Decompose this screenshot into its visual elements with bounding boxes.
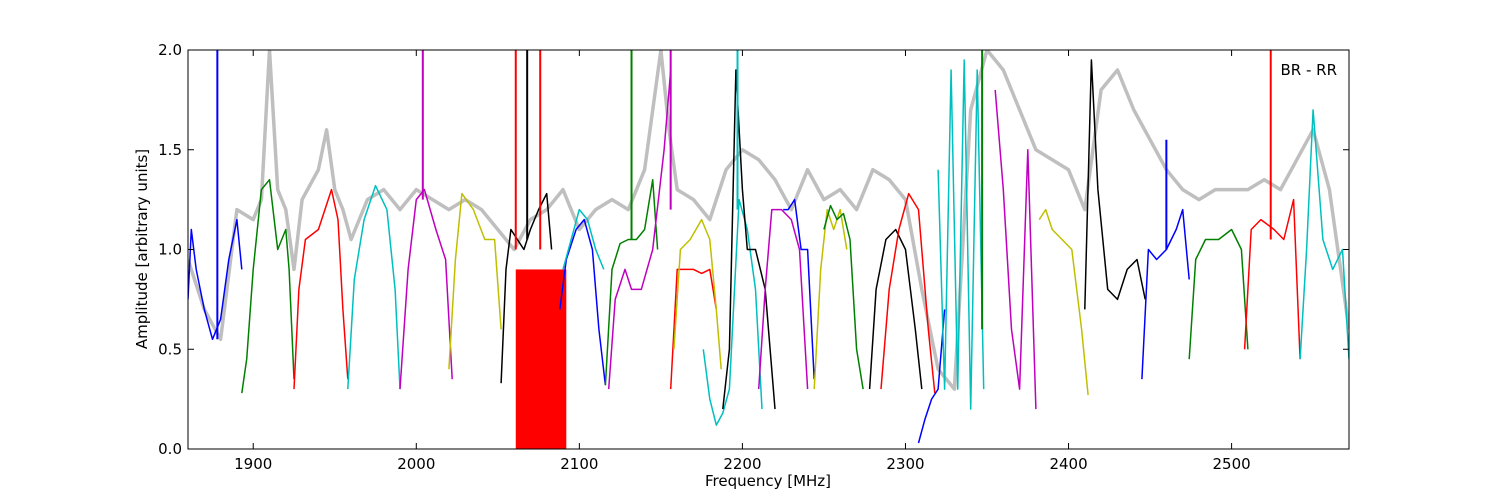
series-line-7: [559, 218, 607, 386]
series-line-6: [500, 192, 553, 384]
series-line-22: [937, 59, 985, 410]
series-line-19: [868, 228, 923, 390]
series-line-14: [722, 69, 776, 410]
series-line-21: [917, 309, 946, 444]
series-line-20: [880, 192, 936, 394]
annotation-label: BR - RR: [1280, 61, 1337, 79]
series-line-28: [1243, 198, 1301, 360]
x-tick-label-3: 2200: [723, 455, 761, 473]
fill-block-0: [515, 269, 567, 449]
series-line-29: [1299, 109, 1349, 360]
x-tick-label-5: 2400: [1049, 455, 1087, 473]
x-tick-label-1: 2000: [397, 455, 435, 473]
series-line-15: [757, 208, 809, 390]
y-tick-label-3: 1.5: [158, 141, 182, 159]
series-line-18: [823, 204, 864, 390]
series-line-3: [347, 184, 401, 390]
series-line-1: [241, 178, 295, 394]
x-tick-label-2: 2100: [560, 455, 598, 473]
series-line-5: [448, 192, 502, 370]
y-tick-label-2: 1.0: [158, 241, 182, 259]
series-line-0: [188, 218, 243, 341]
series-line-8: [562, 208, 605, 270]
y-tick-label-4: 2.0: [158, 41, 182, 59]
y-tick-label-1: 0.5: [158, 340, 182, 358]
y-axis: 0.0 0.5 1.0 1.5 2.0: [158, 41, 1349, 458]
series-line-11: [669, 268, 718, 390]
series-line-4: [399, 188, 453, 390]
reference-envelope: [188, 50, 1349, 391]
series-line-17: [813, 208, 848, 390]
series-line-2: [293, 188, 349, 390]
y-tick-label-0: 0.0: [158, 440, 182, 458]
series-line-10: [607, 69, 672, 390]
series-line-27: [1188, 228, 1249, 360]
series-line-12: [673, 218, 722, 370]
x-tick-label-6: 2500: [1213, 455, 1251, 473]
series-line-25: [1084, 59, 1146, 310]
series-line-23: [994, 89, 1037, 410]
x-axis-label: Frequency [MHz]: [705, 472, 831, 490]
x-axis: 1900 2000 2100 2200 2300 2400 2500: [234, 50, 1251, 473]
plot-area: [188, 50, 1349, 449]
series-line-16: [783, 198, 815, 380]
series-line-13: [702, 198, 763, 426]
x-tick-label-0: 1900: [234, 455, 272, 473]
series-line-24: [1038, 208, 1089, 396]
x-tick-label-4: 2300: [886, 455, 924, 473]
y-axis-label: Amplitude [arbitrary units]: [133, 149, 151, 349]
